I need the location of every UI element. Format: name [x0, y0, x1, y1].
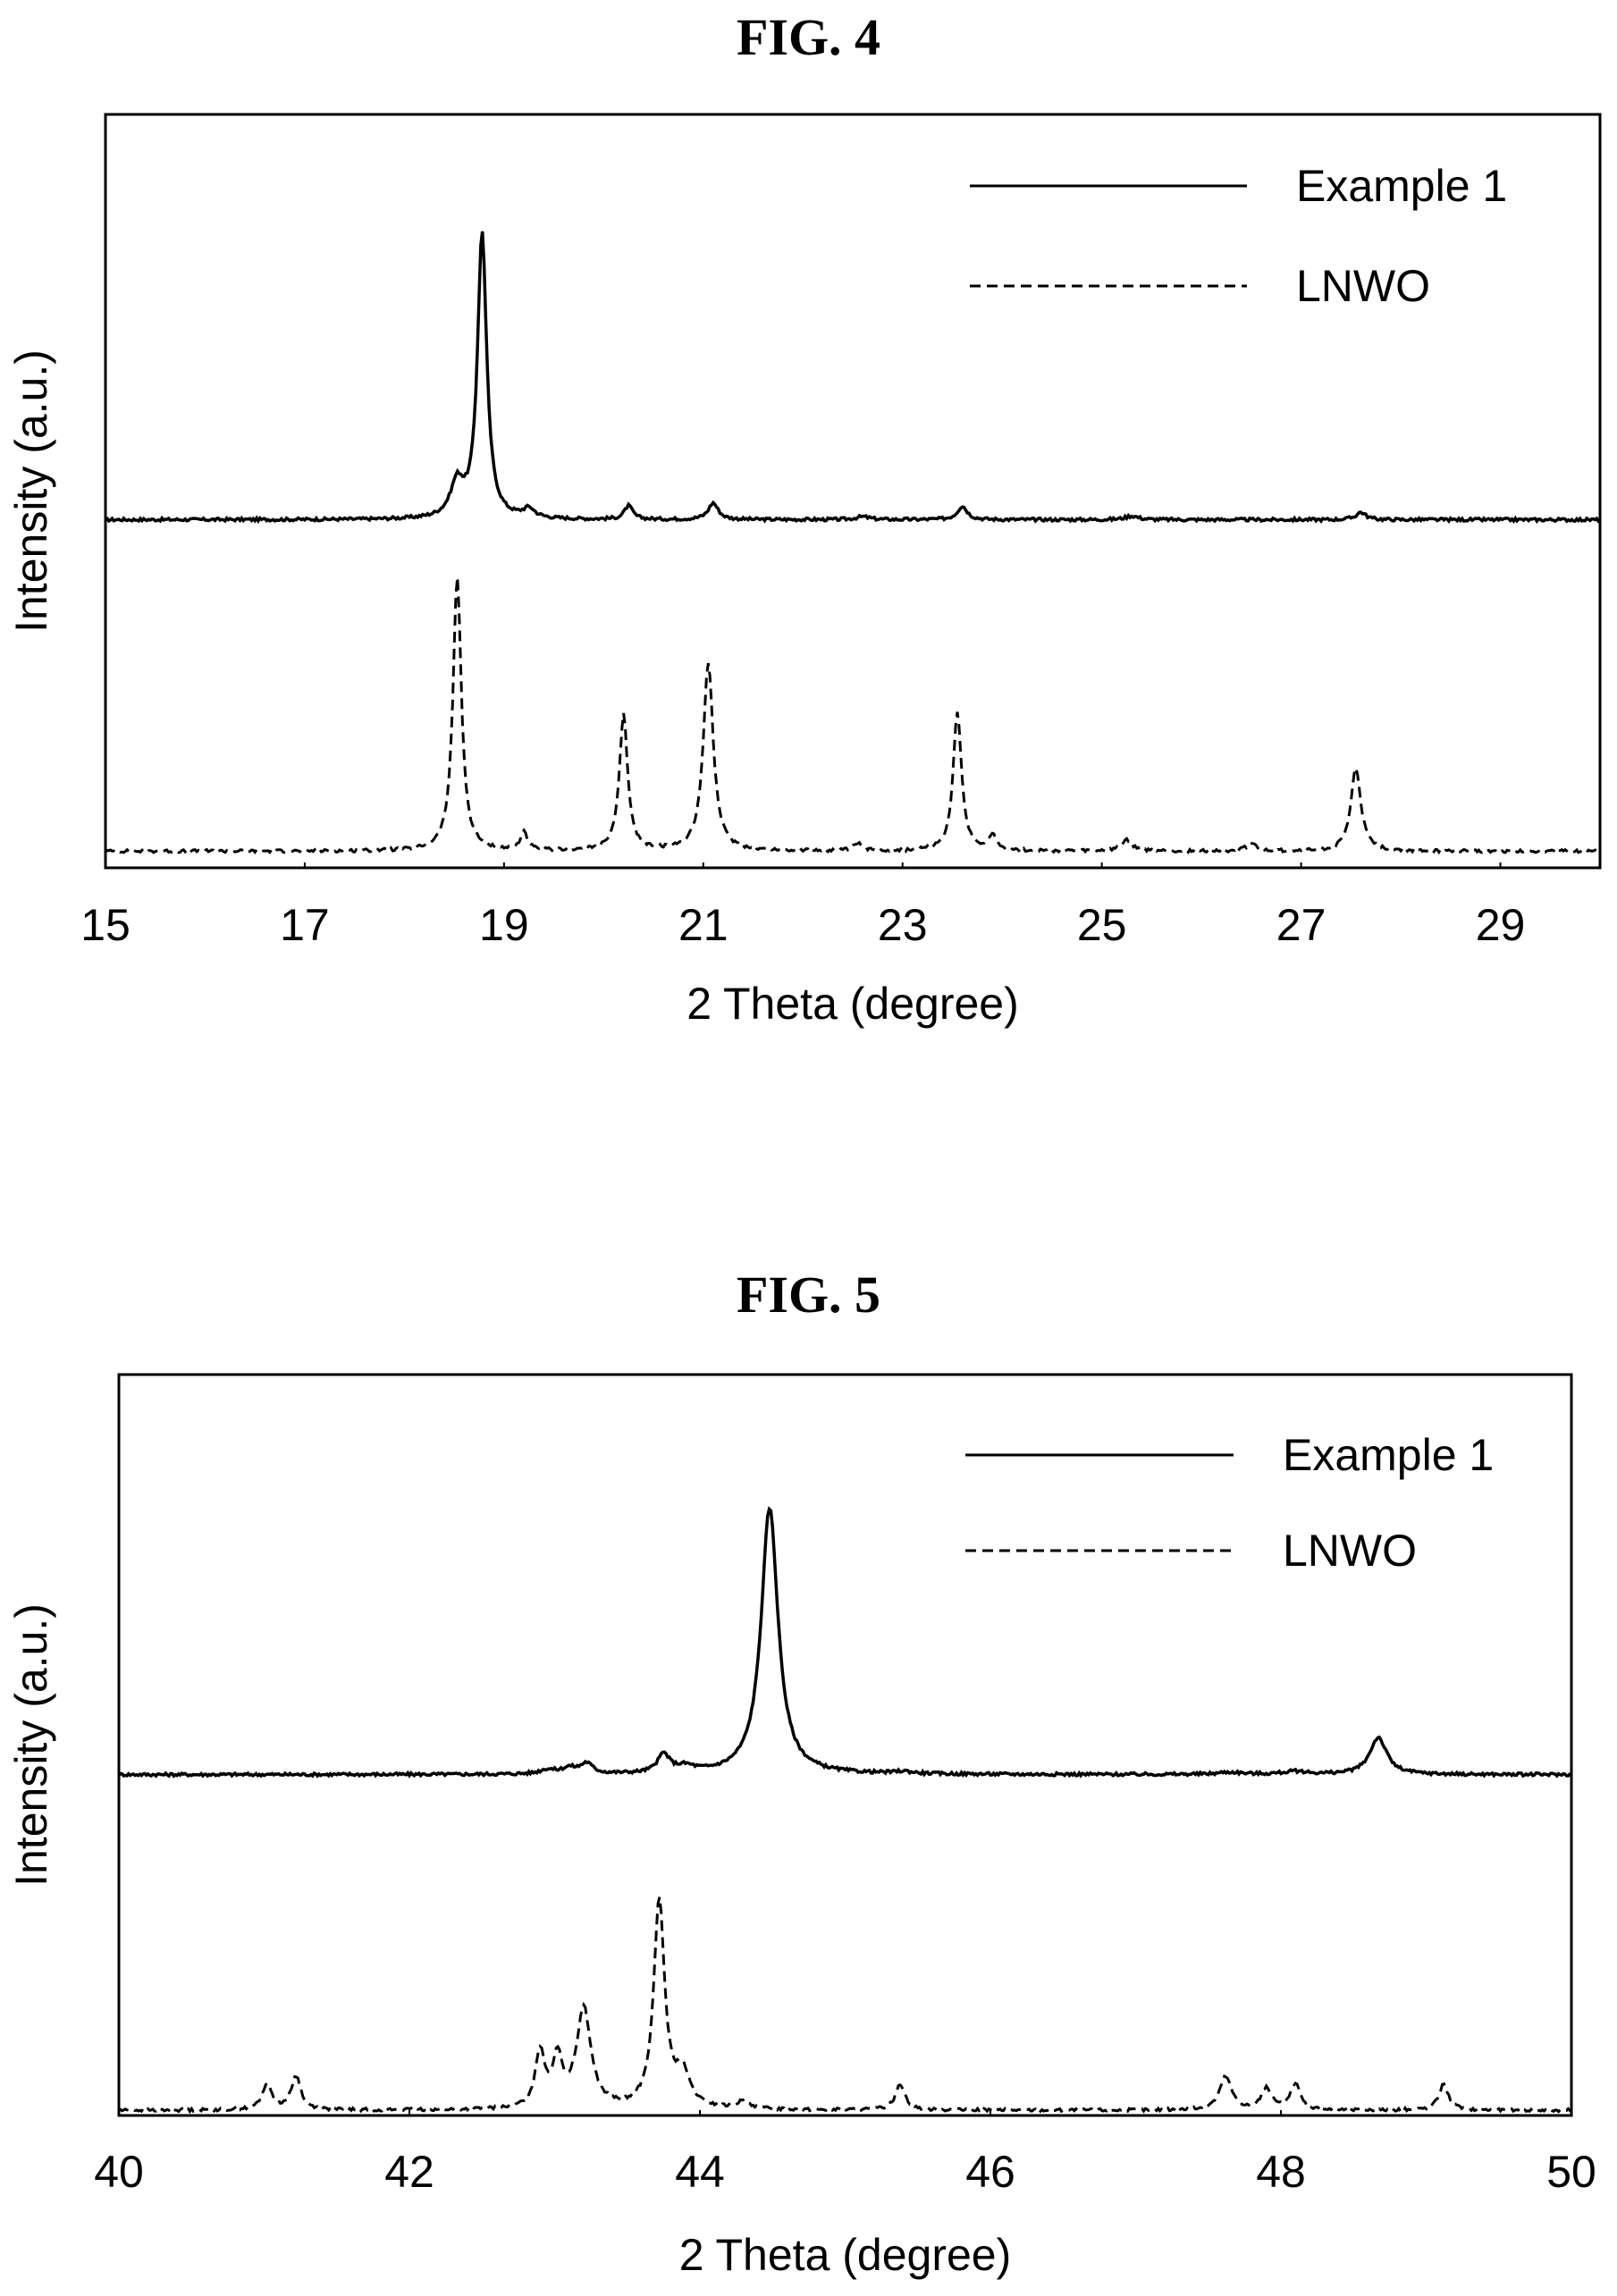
legend-label: Example 1: [1283, 1430, 1494, 1480]
series-line-example-1: [105, 231, 1601, 525]
x-tick-label: 44: [675, 2147, 725, 2197]
x-tick-label: 46: [965, 2147, 1015, 2197]
plot-frame: [104, 113, 1602, 870]
series-line-lnwo: [104, 576, 1601, 855]
fig4-chart: 15 17 19 21 23 25 27 29 2 Theta (degree) Intensit…: [6, 113, 1602, 1029]
x-tick-label: 48: [1256, 2147, 1306, 2197]
y-axis-label: Intensity (a.u.): [6, 349, 56, 633]
x-tick-label: 19: [479, 900, 529, 950]
x-tick-label: 40: [94, 2147, 144, 2197]
x-tick-label: 23: [878, 900, 928, 950]
legend-label: LNWO: [1283, 1526, 1417, 1576]
x-tick-label: 17: [280, 900, 330, 950]
y-axis-label: Intensity (a.u.): [6, 1603, 56, 1887]
x-tick-label: 25: [1077, 900, 1127, 950]
fig4-title: FIG. 4: [736, 8, 881, 66]
x-tick-label: 15: [80, 900, 131, 950]
x-tick-label: 27: [1276, 900, 1326, 950]
x-axis-label: 2 Theta (degree): [679, 2230, 1012, 2280]
x-tick-label: 50: [1546, 2147, 1596, 2197]
x-axis-label: 2 Theta (degree): [686, 979, 1019, 1029]
fig5-title: FIG. 5: [736, 1266, 881, 1324]
x-tick-label: 21: [678, 900, 728, 950]
x-tick-label: 29: [1476, 900, 1526, 950]
x-tick-label: 42: [384, 2147, 434, 2197]
legend-label: LNWO: [1296, 261, 1430, 311]
fig5-chart: 40 42 44 46 48 50 2 Theta (degree) Intensity (a…: [6, 1373, 1596, 2280]
legend-label: Example 1: [1296, 161, 1507, 211]
series-line-example-1: [117, 1506, 1572, 1779]
series-line-lnwo: [118, 1897, 1572, 2115]
plot-frame: [117, 1373, 1573, 2117]
